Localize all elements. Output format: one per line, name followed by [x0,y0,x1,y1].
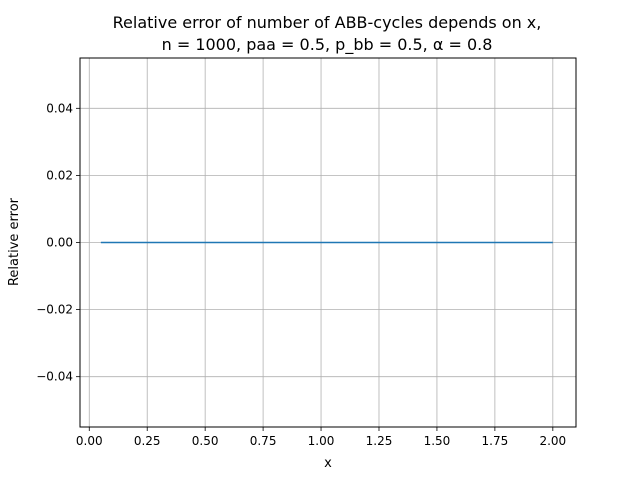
chart-subtitle: n = 1000, paa = 0.5, p_bb = 0.5, α = 0.8 [162,35,493,55]
chart-title: Relative error of number of ABB-cycles d… [113,13,542,32]
x-tick-label: 1.25 [366,434,393,448]
axis-ticks: 0.00 0.25 0.50 0.75 1.00 1.25 1.50 1.75 2.00 −0.0… [36,101,566,448]
x-tick-label: 0.25 [134,434,161,448]
x-tick-label: 2.00 [539,434,566,448]
x-tick-label: 0.00 [76,434,103,448]
x-axis-label: x [324,456,332,471]
x-tick-label: 1.50 [424,434,451,448]
y-tick-label: −0.02 [36,303,73,317]
y-tick-label: 0.00 [46,236,73,250]
y-axis-label: Relative error [7,197,22,286]
x-tick-label: 0.75 [250,434,277,448]
y-tick-label: 0.04 [46,101,73,115]
x-tick-label: 1.75 [482,434,509,448]
x-tick-label: 1.00 [308,434,335,448]
y-tick-label: −0.04 [36,370,73,384]
y-tick-label: 0.02 [46,168,73,182]
x-tick-label: 0.50 [192,434,219,448]
